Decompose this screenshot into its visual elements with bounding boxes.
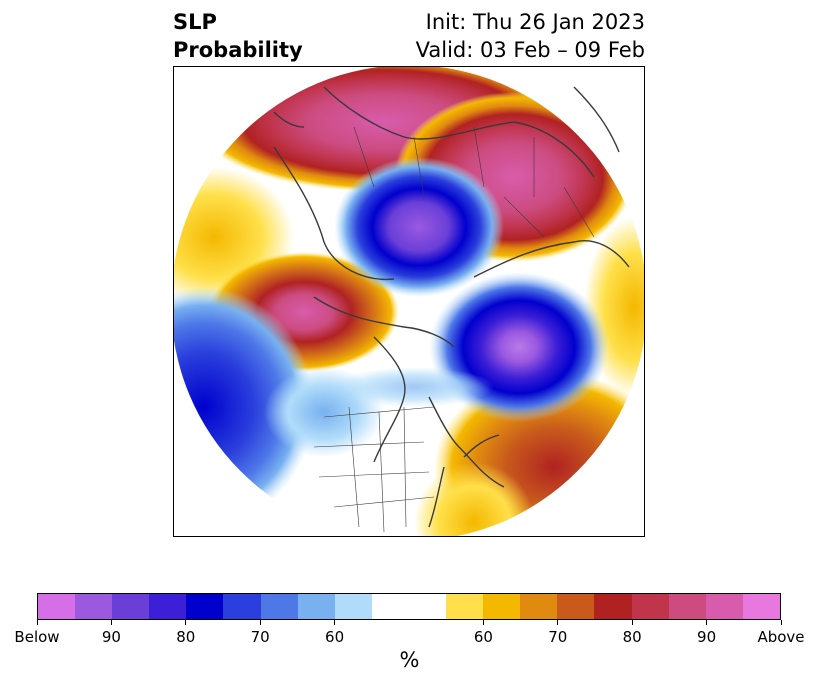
colorbar-above-3 (557, 594, 595, 619)
colorbar-tick-label: 80 (176, 628, 196, 646)
colorbar-tick-mark (259, 620, 261, 625)
colorbar-below-2 (112, 594, 150, 619)
colorbar-below-8 (334, 594, 372, 619)
title-variable: SLP (173, 10, 217, 34)
probability-field (174, 67, 644, 536)
colorbar-tick-label: 60 (325, 628, 345, 646)
colorbar-unit-label: % (399, 648, 420, 672)
below-normal-west (174, 287, 314, 527)
colorbar-below-4 (186, 594, 224, 619)
colorbar-above-5 (631, 594, 669, 619)
colorbar-tick-label: 90 (101, 628, 121, 646)
colorbar-above-7 (705, 594, 743, 619)
colorbar-tick-labels: Below 90 80 70 60 60 70 80 90 Above (0, 628, 819, 648)
valid-range: Valid: 03 Feb – 09 Feb (415, 38, 645, 62)
polar-map (174, 67, 644, 536)
title-metric: Probability (173, 38, 303, 62)
colorbar-tick-mark (706, 620, 708, 625)
colorbar-tick-mark (185, 620, 187, 625)
coastlines (273, 86, 630, 528)
init-date: Init: Thu 26 Jan 2023 (425, 10, 645, 34)
borders (313, 126, 595, 533)
colorbar-below-3 (149, 594, 187, 619)
map-panel (173, 66, 645, 537)
colorbar-above-4 (594, 594, 632, 619)
colorbar-above-1 (483, 594, 521, 619)
colorbar-tick-mark (780, 620, 782, 625)
colorbar-below-5 (223, 594, 261, 619)
colorbar-tick-mark (482, 620, 484, 625)
colorbar-tick-mark (110, 620, 112, 625)
chart-title-right: Init: Thu 26 Jan 2023 Valid: 03 Feb – 09… (416, 8, 645, 64)
colorbar-below-6 (260, 594, 298, 619)
colorbar-tick-mark (36, 620, 38, 625)
colorbar-above-8 (742, 594, 780, 619)
colorbar-tick-mark (557, 620, 559, 625)
colorbar-tick-label: 90 (697, 628, 717, 646)
colorbar-below-1 (75, 594, 113, 619)
colorbar-above-6 (668, 594, 706, 619)
colorbar-tick-label: 70 (548, 628, 568, 646)
colorbar (37, 593, 781, 620)
colorbar-tick-label: Below (14, 628, 60, 646)
colorbar-above-0 (446, 594, 484, 619)
colorbar-above-2 (520, 594, 558, 619)
colorbar-tick-label: Above (757, 628, 805, 646)
colorbar-below-0 (38, 594, 76, 619)
colorbar-tick-mark (631, 620, 633, 625)
colorbar-neutral (371, 594, 447, 619)
colorbar-tick-label: 60 (473, 628, 493, 646)
colorbar-tick-label: 80 (622, 628, 642, 646)
colorbar-tick-label: 70 (250, 628, 270, 646)
colorbar-tick-mark (334, 620, 336, 625)
below-normal-polar (334, 157, 504, 297)
colorbar-below-7 (297, 594, 335, 619)
chart-title-left: SLP Probability (173, 8, 303, 64)
